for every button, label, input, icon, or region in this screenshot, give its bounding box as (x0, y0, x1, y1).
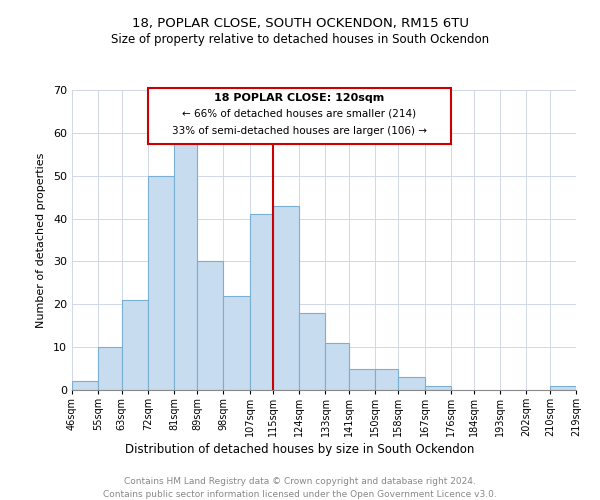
Bar (72, 382, 98, 390)
Text: ← 66% of detached houses are smaller (214): ← 66% of detached houses are smaller (21… (182, 108, 416, 118)
Text: 18, POPLAR CLOSE, SOUTH OCKENDON, RM15 6TU: 18, POPLAR CLOSE, SOUTH OCKENDON, RM15 6… (131, 18, 469, 30)
Bar (223, 296, 250, 390)
Y-axis label: Number of detached properties: Number of detached properties (36, 152, 46, 328)
Bar (375, 368, 398, 390)
Text: Size of property relative to detached houses in South Ockendon: Size of property relative to detached ho… (111, 32, 489, 46)
Bar (174, 142, 197, 390)
Bar (398, 377, 425, 390)
Bar (197, 262, 223, 390)
Text: Contains public sector information licensed under the Open Government Licence v3: Contains public sector information licen… (103, 490, 497, 499)
Bar (325, 343, 349, 390)
Bar (425, 386, 451, 390)
Text: Distribution of detached houses by size in South Ockendon: Distribution of detached houses by size … (125, 442, 475, 456)
Bar (148, 176, 174, 390)
Bar (273, 206, 299, 390)
Text: 18 POPLAR CLOSE: 120sqm: 18 POPLAR CLOSE: 120sqm (214, 92, 385, 102)
Bar (349, 368, 375, 390)
Text: Contains HM Land Registry data © Crown copyright and database right 2024.: Contains HM Land Registry data © Crown c… (124, 478, 476, 486)
Bar (299, 313, 325, 390)
Bar (550, 386, 576, 390)
Bar (98, 347, 122, 390)
FancyBboxPatch shape (148, 88, 451, 144)
Bar (250, 214, 273, 390)
Bar (122, 300, 148, 390)
Text: 33% of semi-detached houses are larger (106) →: 33% of semi-detached houses are larger (… (172, 126, 427, 136)
